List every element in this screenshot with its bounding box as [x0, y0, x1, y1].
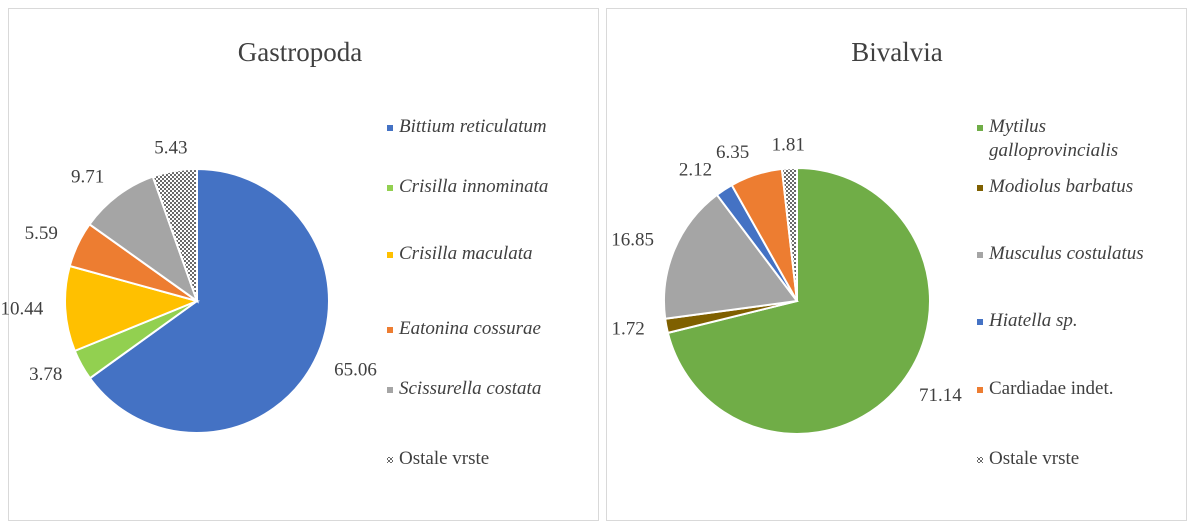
legend-marker: [387, 125, 393, 131]
legend-label: Crisilla innominata: [399, 176, 548, 197]
legend-marker: [387, 457, 393, 463]
legend-label: Crisilla maculata: [399, 243, 533, 264]
data-label: 3.78: [29, 364, 62, 385]
chart-title: Bivalvia: [851, 37, 942, 67]
data-label: 5.43: [154, 138, 187, 159]
legend-marker: [387, 327, 393, 333]
pie-slice: [666, 166, 931, 435]
chart-title: Gastropoda: [238, 37, 362, 67]
legend-marker: [977, 319, 983, 325]
legend-label: Musculus costulatus: [988, 243, 1144, 264]
pie-slice: [780, 166, 798, 302]
legend-label: Ostale vrste: [989, 448, 1079, 469]
legend-label: Eatonina cossurae: [398, 318, 541, 339]
legend-label: Cardiadae indet.: [989, 378, 1114, 399]
legend-marker: [387, 252, 393, 258]
data-label: 10.44: [1, 299, 44, 320]
legend-label: Hiatella sp.: [988, 310, 1078, 331]
data-label: 65.06: [334, 360, 377, 381]
pie-slice: [64, 264, 201, 353]
data-label: 5.59: [25, 223, 58, 244]
legend-marker: [977, 457, 983, 463]
data-label: 9.71: [71, 166, 104, 187]
pie-slice: [663, 193, 799, 320]
data-label: 16.85: [611, 230, 654, 251]
data-label: 1.72: [611, 318, 644, 339]
legend-label: Bittium reticulatum: [399, 116, 547, 137]
legend-label: Modiolus barbatus: [988, 176, 1133, 197]
legend-marker: [977, 185, 983, 191]
legend-marker: [387, 185, 393, 191]
legend-marker: [977, 252, 983, 258]
legend-label: Scissurella costata: [399, 378, 541, 399]
data-label: 2.12: [679, 160, 712, 181]
data-label: 6.35: [716, 142, 749, 163]
legend-marker: [977, 387, 983, 393]
pie-slice: [88, 175, 200, 304]
pie-slice: [88, 167, 330, 434]
data-label: 1.81: [772, 135, 805, 156]
legend-marker: [977, 125, 983, 131]
legend-marker: [387, 387, 393, 393]
legend-label: Mytilus galloprovincialis: [988, 116, 1118, 161]
legend-label: Ostale vrste: [399, 448, 489, 469]
data-label: 71.14: [919, 385, 962, 406]
pie-slice: [151, 167, 198, 302]
